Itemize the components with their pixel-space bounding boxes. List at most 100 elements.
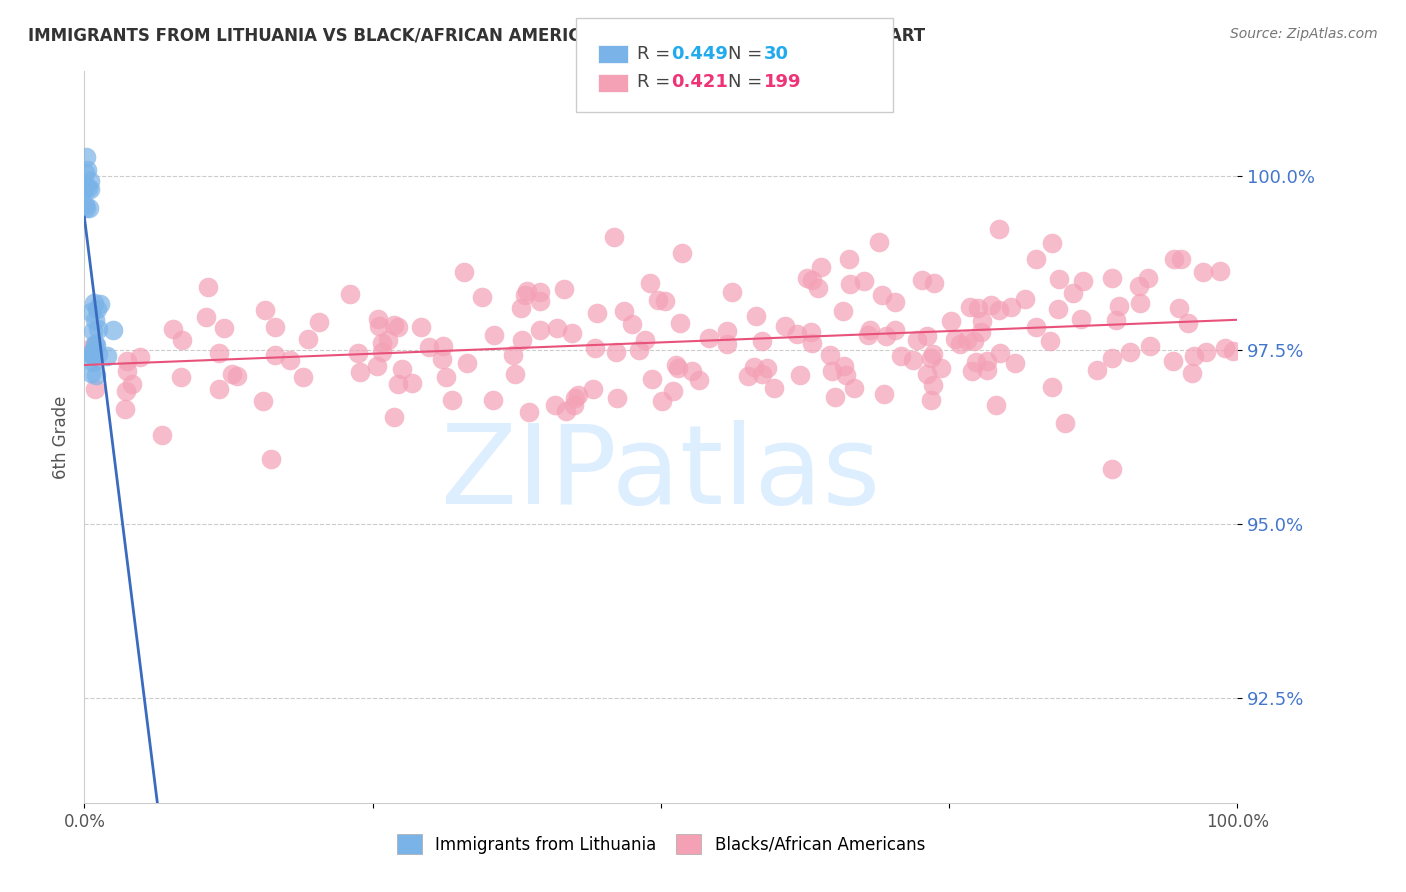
- Point: [197, 279, 219, 293]
- Point: [208, 382, 231, 396]
- Point: [339, 286, 361, 301]
- Point: [654, 293, 676, 308]
- Point: [83, 336, 105, 351]
- Point: [662, 384, 685, 399]
- Point: [868, 235, 890, 249]
- Point: [80, 305, 103, 319]
- Point: [79, 174, 101, 188]
- Point: [901, 353, 924, 368]
- Point: [1222, 343, 1244, 358]
- Point: [83, 343, 105, 358]
- Point: [1040, 379, 1063, 393]
- Point: [929, 361, 952, 376]
- Text: 0.449: 0.449: [671, 45, 727, 62]
- Point: [76, 162, 98, 177]
- Point: [1108, 299, 1130, 313]
- Point: [859, 323, 882, 337]
- Point: [837, 252, 859, 267]
- Point: [1053, 417, 1076, 431]
- Point: [583, 341, 606, 355]
- Point: [875, 329, 897, 343]
- Point: [986, 398, 1008, 412]
- Point: [976, 363, 998, 377]
- Point: [89, 297, 111, 311]
- Point: [873, 386, 896, 401]
- Point: [1213, 341, 1236, 355]
- Point: [613, 303, 636, 318]
- Point: [1105, 313, 1128, 327]
- Point: [988, 222, 1011, 236]
- Point: [716, 337, 738, 351]
- Point: [638, 277, 661, 291]
- Point: [349, 365, 371, 379]
- Point: [744, 309, 766, 323]
- Point: [959, 300, 981, 314]
- Point: [1163, 252, 1185, 267]
- Point: [789, 368, 811, 382]
- Point: [82, 347, 104, 361]
- Point: [510, 301, 533, 315]
- Point: [370, 345, 392, 359]
- Point: [603, 229, 626, 244]
- Point: [1170, 252, 1192, 267]
- Y-axis label: 6th Grade: 6th Grade: [52, 395, 70, 479]
- Point: [101, 323, 124, 337]
- Point: [367, 312, 389, 326]
- Point: [292, 369, 315, 384]
- Point: [76, 180, 98, 194]
- Point: [80, 348, 103, 362]
- Point: [456, 356, 478, 370]
- Point: [681, 364, 703, 378]
- Point: [1062, 285, 1084, 300]
- Point: [264, 319, 287, 334]
- Point: [195, 310, 218, 324]
- Point: [716, 324, 738, 338]
- Point: [114, 402, 136, 417]
- Point: [762, 381, 785, 395]
- Point: [585, 306, 607, 320]
- Text: N =: N =: [728, 73, 768, 91]
- Point: [796, 271, 818, 285]
- Point: [751, 367, 773, 381]
- Text: R =: R =: [637, 73, 676, 91]
- Point: [884, 295, 907, 310]
- Point: [801, 273, 824, 287]
- Point: [641, 372, 664, 386]
- Point: [605, 345, 627, 359]
- Point: [842, 381, 865, 395]
- Point: [440, 392, 463, 407]
- Point: [915, 367, 938, 381]
- Point: [553, 282, 575, 296]
- Point: [368, 318, 391, 333]
- Point: [510, 333, 533, 347]
- Point: [751, 334, 773, 349]
- Legend: Immigrants from Lithuania, Blacks/African Americans: Immigrants from Lithuania, Blacks/Africa…: [389, 828, 932, 860]
- Point: [737, 368, 759, 383]
- Point: [801, 336, 824, 351]
- Point: [128, 350, 150, 364]
- Point: [949, 337, 972, 351]
- Point: [1000, 300, 1022, 314]
- Text: 0.421: 0.421: [671, 73, 727, 91]
- Point: [82, 355, 104, 369]
- Point: [1182, 349, 1205, 363]
- Point: [1118, 344, 1140, 359]
- Point: [956, 333, 979, 347]
- Point: [1128, 279, 1150, 293]
- Point: [922, 378, 945, 392]
- Point: [561, 326, 583, 340]
- Point: [162, 322, 184, 336]
- Point: [73, 182, 96, 196]
- Point: [1025, 252, 1047, 266]
- Point: [870, 288, 893, 302]
- Point: [170, 333, 193, 347]
- Point: [347, 346, 370, 360]
- Text: ZIPatlas: ZIPatlas: [441, 420, 880, 527]
- Point: [84, 382, 107, 396]
- Point: [1192, 264, 1215, 278]
- Point: [905, 333, 928, 347]
- Text: R =: R =: [637, 45, 676, 62]
- Point: [387, 319, 409, 334]
- Point: [387, 376, 409, 391]
- Point: [80, 366, 103, 380]
